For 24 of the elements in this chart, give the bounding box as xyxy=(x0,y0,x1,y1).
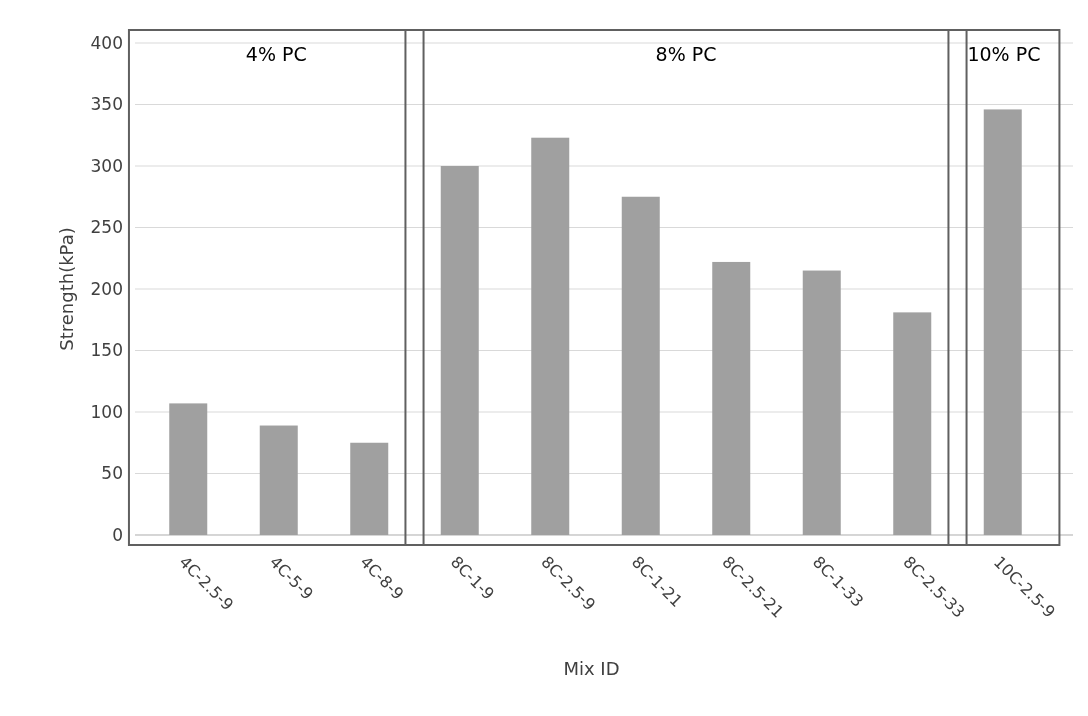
bar xyxy=(893,312,932,535)
bar xyxy=(169,403,208,535)
y-axis-title: Strength(kPa) xyxy=(56,227,77,351)
y-tick-label: 400 xyxy=(90,32,123,53)
annotation: 8% PC xyxy=(655,43,717,65)
bar xyxy=(350,442,389,535)
bar xyxy=(983,109,1022,535)
y-tick-label: 150 xyxy=(90,340,123,361)
y-tick-label: 50 xyxy=(101,463,123,484)
y-tick-label: 100 xyxy=(90,401,123,422)
y-tick-label: 200 xyxy=(90,278,123,299)
y-tick-label: 0 xyxy=(112,524,123,545)
bar xyxy=(802,270,841,535)
bar xyxy=(259,425,298,535)
annotation: 4% PC xyxy=(245,43,307,65)
bar xyxy=(440,166,479,535)
x-axis-title: Mix ID xyxy=(563,658,620,679)
bar xyxy=(712,261,751,535)
y-tick-label: 350 xyxy=(90,94,123,115)
bar xyxy=(531,137,570,535)
y-tick-label: 300 xyxy=(90,155,123,176)
y-tick-label: 250 xyxy=(90,217,123,238)
annotation: 10% PC xyxy=(967,43,1041,65)
bar xyxy=(621,196,660,535)
